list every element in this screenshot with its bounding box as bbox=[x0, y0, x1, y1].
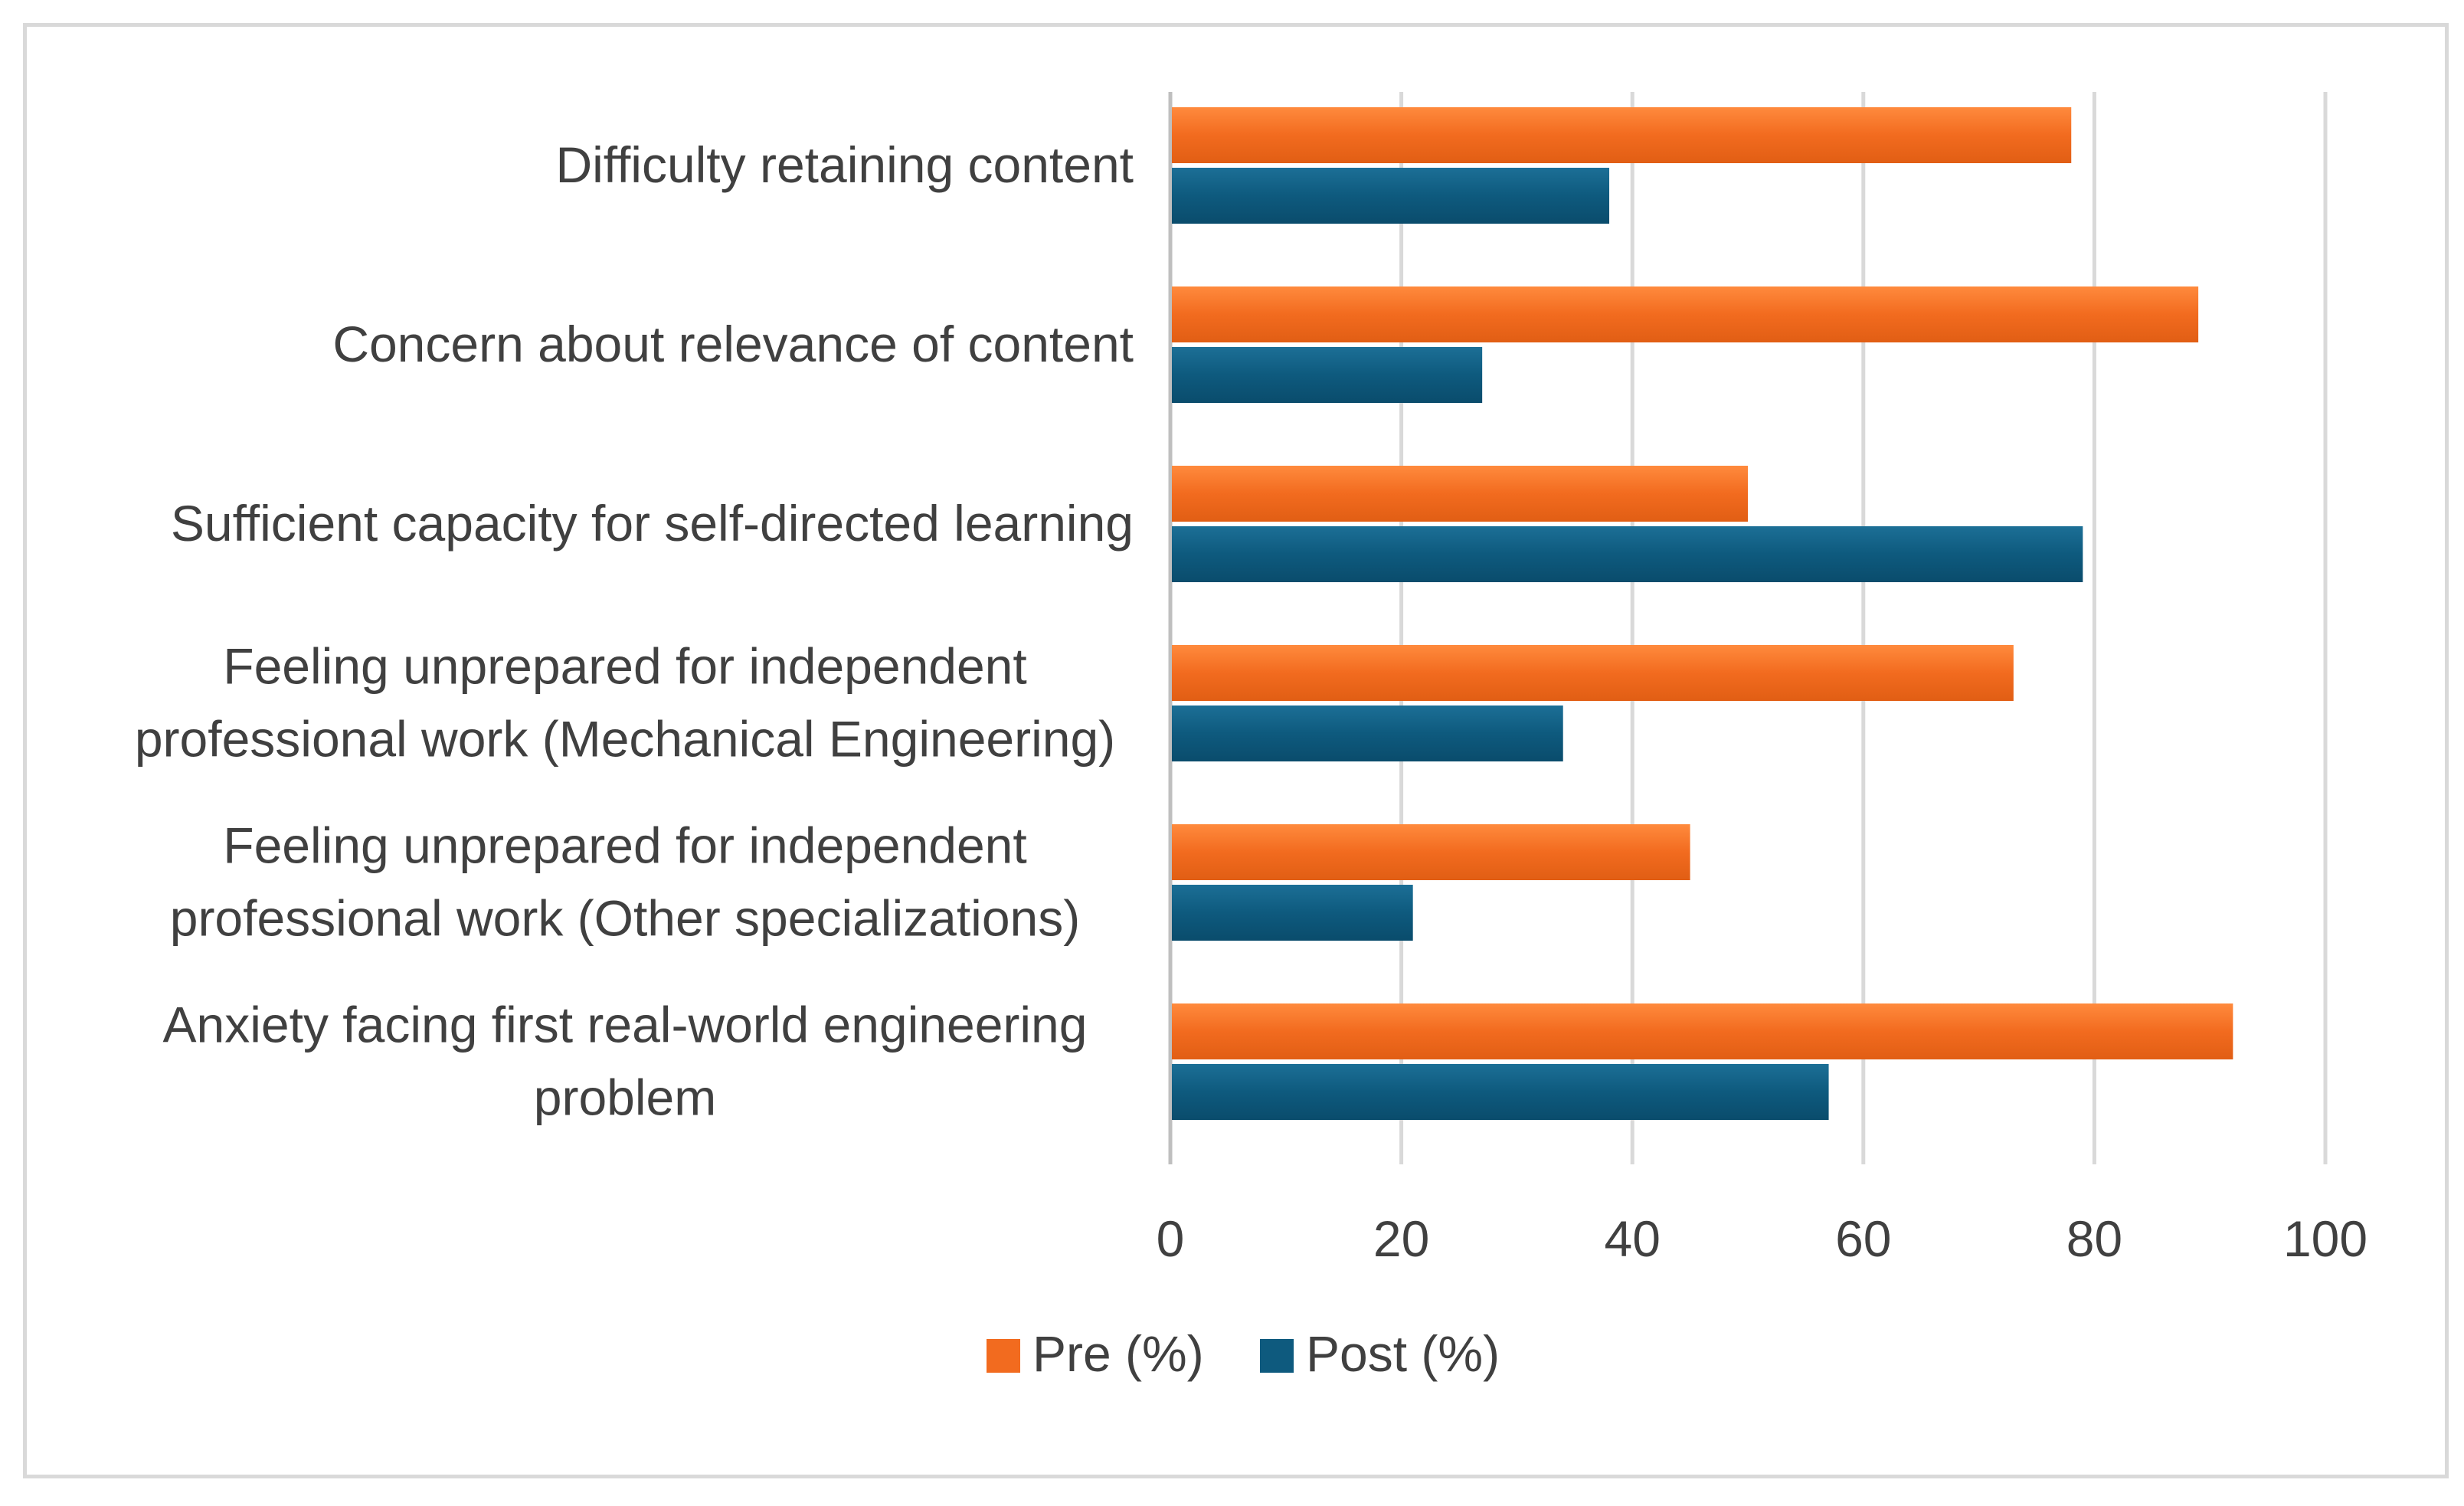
bar-pre-0 bbox=[1172, 107, 2072, 163]
x-tick-label: 60 bbox=[1835, 1210, 1891, 1267]
bar-pre-5 bbox=[1172, 1003, 2233, 1059]
bar-pre-1 bbox=[1172, 286, 2199, 342]
x-tick-label: 0 bbox=[1157, 1210, 1185, 1267]
category-label: Sufficient capacity for self-directed le… bbox=[171, 495, 1134, 552]
category-label: Feeling unprepared for independent profes… bbox=[170, 817, 1080, 947]
legend-swatch-post bbox=[1260, 1339, 1294, 1373]
category-label-line: Anxiety facing first real-world engineer… bbox=[163, 997, 1088, 1053]
legend-swatch-pre bbox=[987, 1339, 1020, 1373]
category-label-line: Feeling unprepared for independent bbox=[223, 638, 1026, 695]
legend-label-pre: Pre (%) bbox=[1032, 1325, 1204, 1382]
category-label-line: professional work (Mechanical Engineerin… bbox=[135, 711, 1115, 768]
bar-post-3 bbox=[1172, 706, 1563, 761]
bar-post-0 bbox=[1172, 168, 1610, 224]
category-label-line: Feeling unprepared for independent bbox=[223, 817, 1026, 874]
bar-post-1 bbox=[1172, 347, 1483, 403]
category-label-line: Difficulty retaining content bbox=[555, 136, 1134, 193]
category-label: Anxiety facing first real-world engineer… bbox=[163, 997, 1088, 1126]
category-label-line: professional work (Other specializations… bbox=[170, 890, 1080, 947]
bar-post-2 bbox=[1172, 526, 2083, 582]
bar-post-4 bbox=[1172, 885, 1413, 941]
bar-pre-2 bbox=[1172, 466, 1748, 522]
x-tick-label: 80 bbox=[2066, 1210, 2122, 1267]
category-label: Difficulty retaining content bbox=[555, 136, 1134, 193]
bars bbox=[1172, 107, 2233, 1120]
bar-post-5 bbox=[1172, 1064, 1829, 1120]
bar-pre-3 bbox=[1172, 645, 2014, 701]
x-tick-label: 100 bbox=[2283, 1210, 2367, 1267]
category-label-line: problem bbox=[534, 1069, 716, 1126]
legend: Pre (%) Post (%) bbox=[987, 1325, 1500, 1382]
x-tick-label: 20 bbox=[1373, 1210, 1429, 1267]
category-label: Feeling unprepared for independent profes… bbox=[135, 638, 1115, 768]
x-tick-label: 40 bbox=[1604, 1210, 1660, 1267]
gridlines bbox=[1399, 92, 2328, 1164]
category-label-line: Sufficient capacity for self-directed le… bbox=[171, 495, 1134, 552]
category-label: Concern about relevance of content bbox=[332, 316, 1134, 372]
x-tick-labels: 0 20 40 60 80 100 bbox=[1157, 1210, 2367, 1267]
category-labels: Difficulty retaining content Concern abou… bbox=[135, 136, 1134, 1126]
legend-label-post: Post (%) bbox=[1306, 1325, 1500, 1382]
bar-pre-4 bbox=[1172, 824, 1690, 880]
category-label-line: Concern about relevance of content bbox=[332, 316, 1134, 372]
